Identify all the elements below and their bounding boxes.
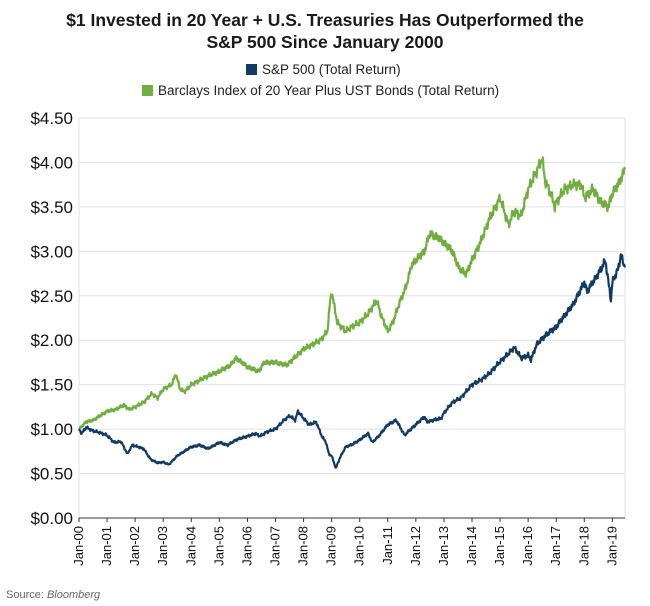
series-line-sp500 [77, 253, 627, 469]
x-axis: Jan-00 Jan-01 Jan-02 Jan-03 Jan-04 Jan-05 Jan-… [71, 517, 625, 566]
x-tick-label: Jan-05 [211, 526, 226, 566]
x-tick-label: Jan-09 [324, 526, 339, 566]
chart-title-line-1: $1 Invested in 20 Year + U.S. Treasuries… [66, 10, 584, 30]
x-tick-label: Jan-16 [520, 526, 535, 566]
source-prefix: Source: [6, 589, 47, 601]
x-tick-label: Jan-10 [352, 526, 367, 566]
y-tick-label: $4.00 [30, 153, 73, 172]
y-tick-label: $1.50 [30, 376, 73, 395]
y-tick-label: $3.50 [30, 198, 73, 217]
x-tick-label: Jan-07 [268, 526, 283, 566]
x-tick-label: Jan-04 [183, 526, 198, 566]
plot-area [78, 117, 626, 519]
source-note: Source: Bloomberg [6, 589, 101, 601]
x-tick-label: Jan-17 [548, 526, 563, 566]
y-tick-label: $0.00 [30, 509, 73, 528]
x-tick-label: Jan-08 [296, 526, 311, 566]
y-tick-label: $3.00 [30, 242, 73, 261]
x-tick-label: Jan-00 [71, 526, 86, 566]
chart-title-line-2: S&P 500 Since January 2000 [206, 32, 443, 52]
gridlines [79, 117, 625, 519]
legend-swatch-sp500 [246, 64, 257, 75]
x-tick-label: Jan-12 [408, 526, 423, 566]
legend-label-barclays: Barclays Index of 20 Year Plus UST Bonds… [158, 83, 499, 98]
y-tick-label: $2.00 [30, 331, 73, 350]
y-tick-label: $4.50 [30, 109, 73, 128]
legend-label-sp500: S&P 500 (Total Return) [262, 62, 401, 77]
x-tick-label: Jan-14 [464, 526, 479, 566]
x-tick-label: Jan-15 [492, 526, 507, 566]
y-tick-label: $1.00 [30, 420, 73, 439]
x-tick-label: Jan-11 [380, 526, 395, 565]
x-tick-label: Jan-13 [436, 526, 451, 566]
chart-title: $1 Invested in 20 Year + U.S. Treasuries… [66, 10, 584, 52]
x-tick-label: Jan-06 [239, 526, 254, 566]
legend-swatch-barclays [142, 85, 153, 96]
x-tick-label: Jan-02 [127, 526, 142, 566]
source-name: Bloomberg [47, 589, 101, 601]
x-tick-label: Jan-01 [99, 526, 114, 566]
y-tick-label: $0.50 [30, 465, 73, 484]
x-tick-label: Jan-18 [576, 526, 591, 566]
x-tick-label: Jan-19 [604, 526, 619, 566]
y-axis: $0.00 $0.50 $1.00 $1.50 $2.00 $2.50 $3.00 $3.50… [30, 109, 73, 528]
x-tick-label: Jan-03 [155, 526, 170, 566]
series-line-barclays [78, 156, 627, 430]
legend: S&P 500 (Total Return) Barclays Index of… [142, 62, 499, 98]
series-layer [77, 156, 627, 469]
plot-frame [78, 117, 626, 519]
y-tick-label: $2.50 [30, 287, 73, 306]
